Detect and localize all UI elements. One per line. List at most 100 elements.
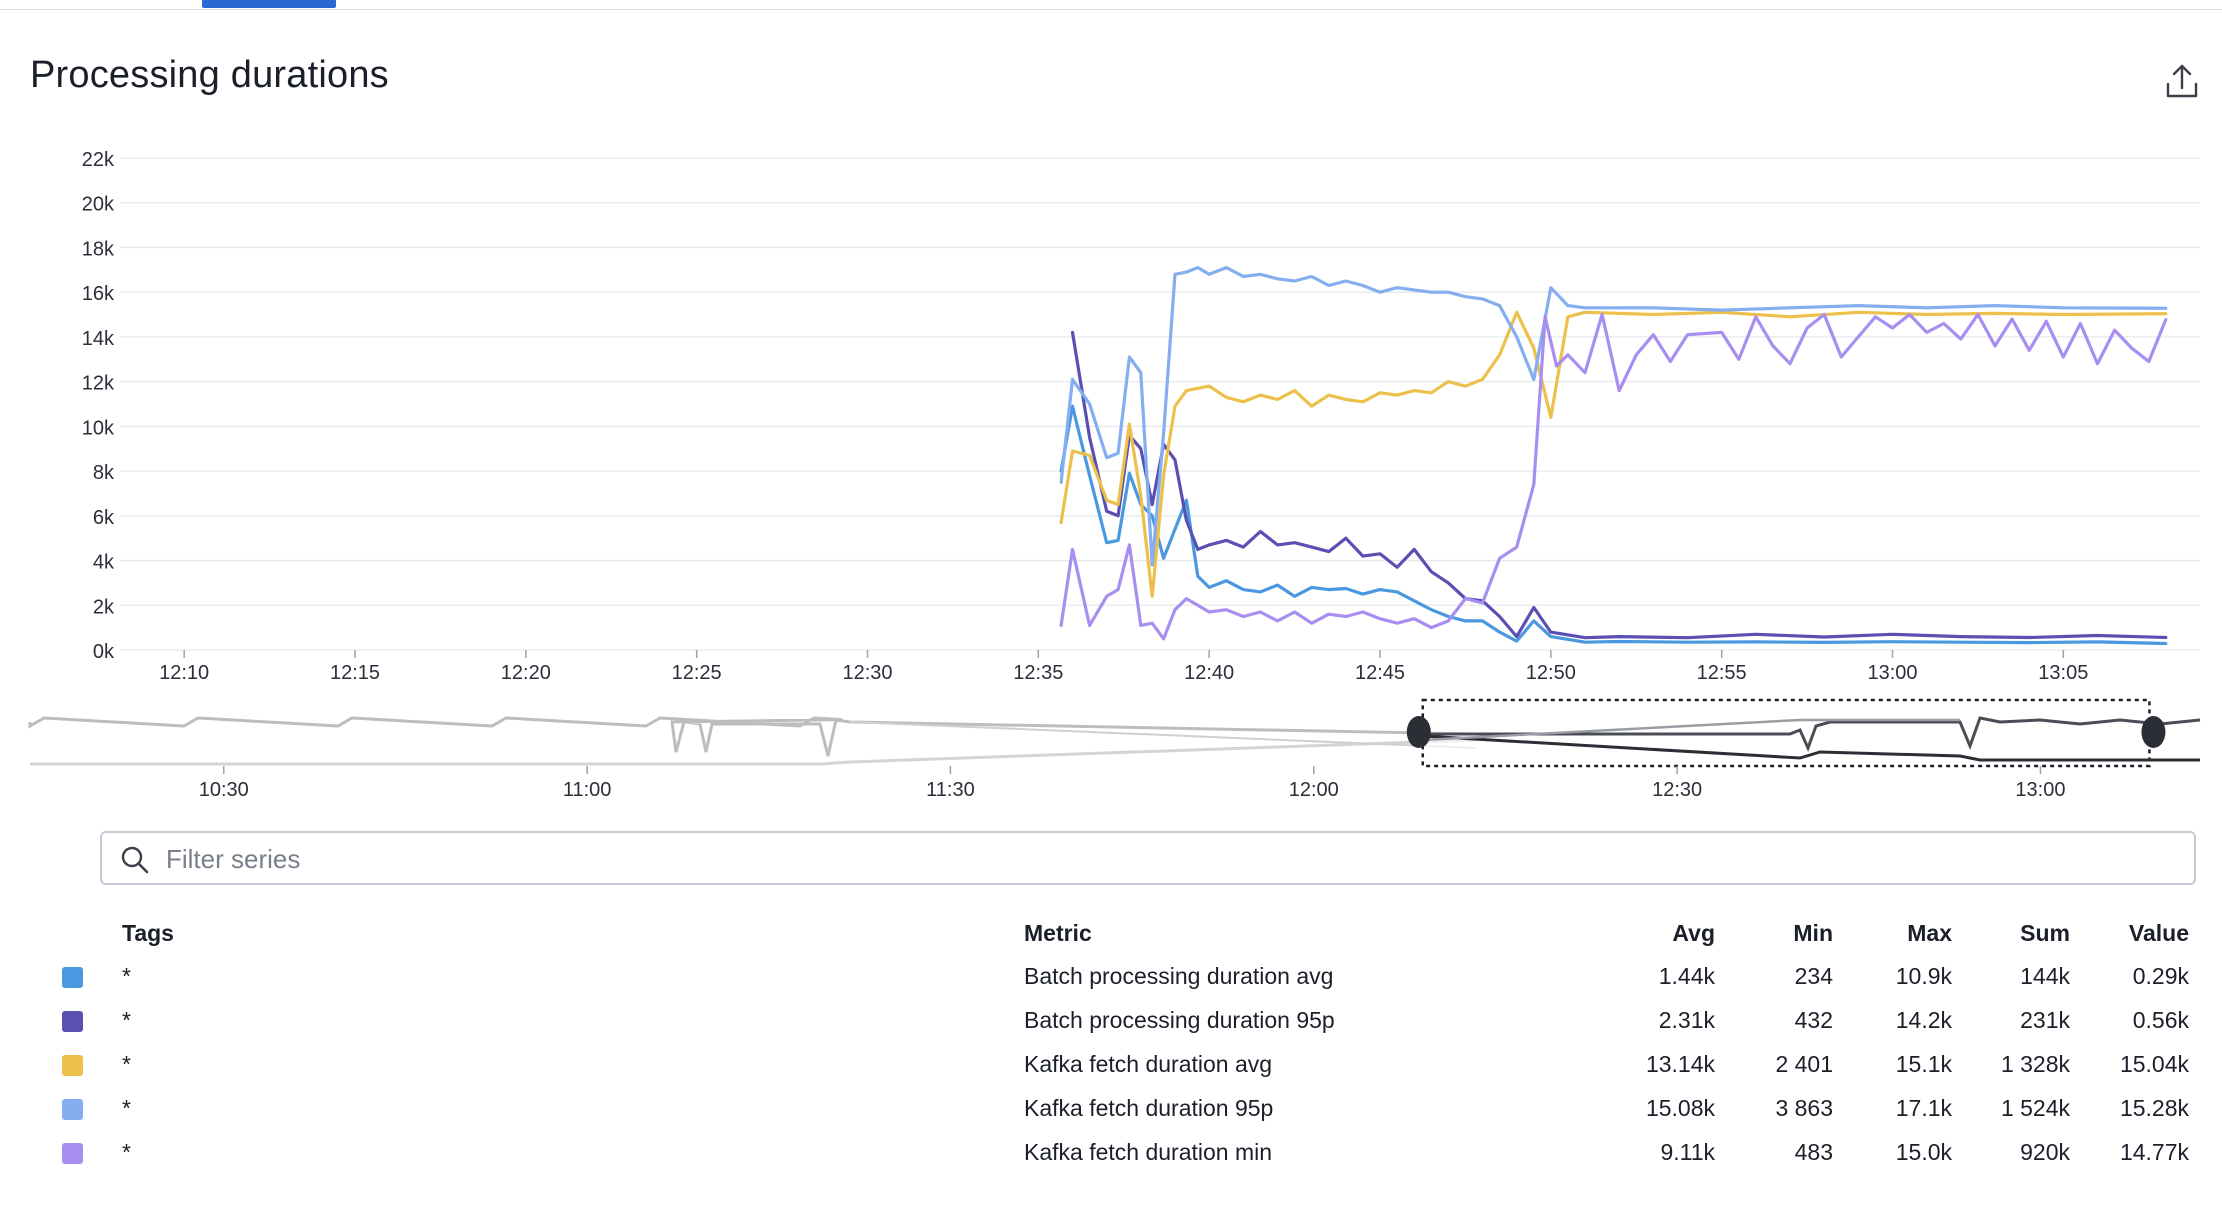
y-tick-label: 4k [93, 552, 115, 574]
x-tick-label: 12:20 [501, 662, 551, 684]
y-tick-label: 22k [82, 149, 115, 171]
header-min[interactable]: Min [1793, 920, 1833, 946]
series-color-swatch[interactable] [62, 1011, 83, 1032]
row-tags: * [122, 1139, 131, 1165]
row-value: 14.77k [2119, 1139, 2189, 1165]
header-avg[interactable]: Avg [1672, 920, 1715, 946]
y-tick-label: 8k [93, 462, 115, 484]
filter-series-box[interactable] [100, 831, 2196, 885]
row-sum: 1 328k [2000, 1051, 2070, 1077]
y-tick-label: 14k [82, 328, 115, 350]
y-tick-label: 2k [93, 596, 115, 618]
x-tick-label: 12:10 [159, 662, 209, 684]
row-max: 15.0k [1895, 1139, 1952, 1165]
overview-x-tick-label: 13:00 [2015, 779, 2065, 801]
legend-row[interactable]: * Batch processing duration 95p 2.31k 43… [0, 1001, 2222, 1041]
series-color-swatch[interactable] [62, 967, 83, 988]
active-tab-indicator [202, 0, 336, 8]
x-tick-label: 12:25 [672, 662, 722, 684]
legend-header-row: Tags Metric Avg Min Max Sum Value [0, 914, 2222, 954]
y-tick-label: 10k [82, 417, 115, 439]
range-handle-right[interactable] [2141, 716, 2166, 748]
row-metric: Kafka fetch duration avg [1024, 1051, 1273, 1077]
overview-x-tick-label: 11:30 [926, 779, 975, 801]
row-min: 234 [1794, 963, 1833, 989]
overview-history-line [849, 721, 1477, 749]
overview-x-tick-label: 10:30 [199, 779, 249, 801]
y-tick-label: 6k [93, 507, 115, 529]
x-tick-label: 12:45 [1355, 662, 1405, 684]
row-sum: 1 524k [2000, 1095, 2070, 1121]
overview-selected-line [1422, 734, 2200, 762]
overview-history-line [30, 738, 1477, 766]
row-min: 2 401 [1775, 1051, 1833, 1077]
search-icon [121, 846, 149, 874]
header-max[interactable]: Max [1907, 920, 1952, 946]
series-color-swatch[interactable] [62, 1143, 83, 1164]
row-value: 0.56k [2132, 1007, 2189, 1033]
x-tick-label: 12:40 [1184, 662, 1234, 684]
x-tick-label: 12:15 [330, 662, 380, 684]
row-max: 10.9k [1895, 963, 1952, 989]
series-line[interactable] [1059, 266, 2168, 567]
page-title: Processing durations [30, 54, 389, 96]
y-tick-label: 20k [82, 194, 115, 216]
row-max: 14.2k [1895, 1007, 1952, 1033]
x-tick-label: 13:05 [2038, 662, 2088, 684]
x-tick-label: 12:50 [1526, 662, 1576, 684]
y-tick-label: 18k [82, 238, 115, 260]
legend-row[interactable]: * Kafka fetch duration avg 13.14k 2 401 … [0, 1045, 2222, 1085]
row-sum: 144k [2020, 963, 2070, 989]
export-button[interactable] [2160, 60, 2204, 104]
legend-row[interactable]: * Batch processing duration avg 1.44k 23… [0, 957, 2222, 997]
row-tags: * [122, 963, 131, 989]
row-value: 15.04k [2119, 1051, 2189, 1077]
filter-series-input[interactable] [164, 839, 2148, 879]
overview-x-tick-label: 11:00 [563, 779, 612, 801]
overview-x-tick-label: 12:00 [1289, 779, 1339, 801]
series-color-swatch[interactable] [62, 1055, 83, 1076]
row-tags: * [122, 1007, 131, 1033]
header-metric[interactable]: Metric [1024, 920, 1092, 946]
row-tags: * [122, 1051, 131, 1077]
row-avg: 2.31k [1658, 1007, 1715, 1033]
row-avg: 13.14k [1645, 1051, 1715, 1077]
series-line[interactable] [1070, 330, 2168, 640]
header-value[interactable]: Value [2128, 920, 2189, 946]
range-handle-left[interactable] [1406, 716, 1431, 748]
top-divider [0, 9, 2222, 10]
row-min: 483 [1794, 1139, 1833, 1165]
row-value: 15.28k [2119, 1095, 2189, 1121]
y-tick-label: 12k [82, 373, 115, 395]
row-tags: * [122, 1095, 131, 1121]
row-max: 17.1k [1895, 1095, 1952, 1121]
processing-durations-chart[interactable]: 0k 2k 4k 6k 8k 10k 12k 14k 16k 18k 20k 22k 12:10 12:1… [0, 130, 2222, 690]
header-tags[interactable]: Tags [122, 920, 174, 946]
x-tick-label: 13:00 [1867, 662, 1917, 684]
x-tick-label: 12:55 [1697, 662, 1747, 684]
y-tick-label: 16k [82, 283, 115, 305]
legend-row[interactable]: * Kafka fetch duration min 9.11k 483 15.… [0, 1133, 2222, 1173]
overview-history-line [28, 716, 1477, 757]
row-avg: 15.08k [1645, 1095, 1715, 1121]
row-metric: Kafka fetch duration 95p [1024, 1095, 1274, 1121]
series-line[interactable] [1059, 312, 2168, 641]
legend-row[interactable]: * Kafka fetch duration 95p 15.08k 3 863 … [0, 1089, 2222, 1129]
x-tick-label: 12:35 [1013, 662, 1063, 684]
x-tick-label: 12:30 [842, 662, 892, 684]
timeline-overview-chart[interactable]: 10:30 11:00 11:30 12:00 12:30 13:00 [0, 690, 2222, 810]
header-sum[interactable]: Sum [2020, 920, 2070, 946]
row-metric: Batch processing duration avg [1024, 963, 1334, 989]
series-line[interactable] [1059, 310, 2168, 598]
row-avg: 9.11k [1660, 1139, 1715, 1165]
y-tick-label: 0k [93, 641, 115, 663]
row-metric: Batch processing duration 95p [1024, 1007, 1335, 1033]
row-metric: Kafka fetch duration min [1024, 1139, 1273, 1165]
overview-x-tick-label: 12:30 [1652, 779, 1702, 801]
overview-selected-line [1422, 716, 2201, 753]
row-avg: 1.44k [1658, 963, 1715, 989]
series-line[interactable] [1059, 404, 2168, 646]
export-icon [2166, 64, 2198, 98]
series-color-swatch[interactable] [62, 1099, 83, 1120]
overview-selected-line [1422, 718, 1960, 742]
